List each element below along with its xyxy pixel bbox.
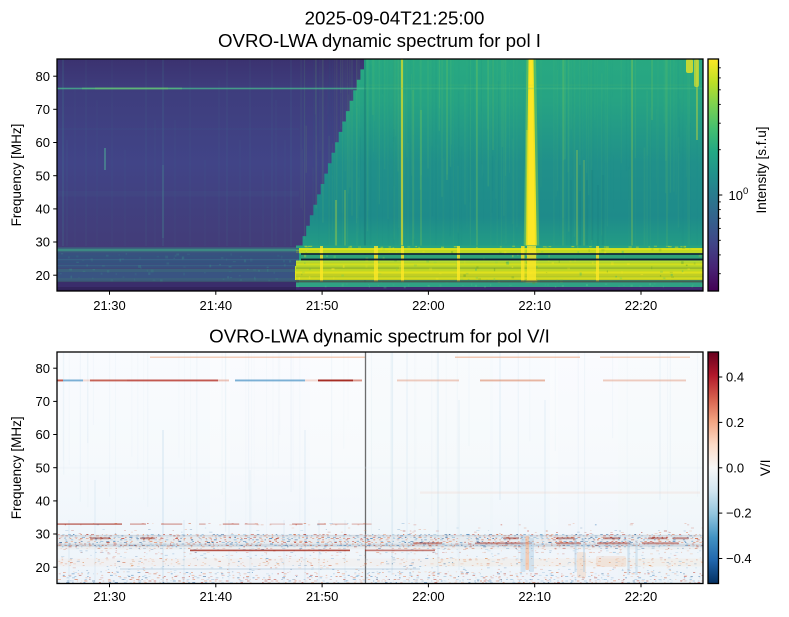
svg-text:60: 60 <box>36 427 50 442</box>
svg-text:21:40: 21:40 <box>200 298 233 313</box>
svg-text:30: 30 <box>36 527 50 542</box>
svg-text:0.4: 0.4 <box>726 370 744 385</box>
svg-text:22:10: 22:10 <box>518 589 551 604</box>
svg-text:80: 80 <box>36 361 50 376</box>
svg-text:60: 60 <box>36 135 50 150</box>
svg-text:70: 70 <box>36 394 50 409</box>
svg-text:2025-09-04T21:25:00: 2025-09-04T21:25:00 <box>305 7 485 28</box>
svg-text:50: 50 <box>36 460 50 475</box>
svg-text:30: 30 <box>36 235 50 250</box>
svg-text:22:00: 22:00 <box>412 298 445 313</box>
svg-text:21:40: 21:40 <box>200 589 233 604</box>
svg-text:Frequency [MHz]: Frequency [MHz] <box>9 124 24 227</box>
svg-text:70: 70 <box>36 102 50 117</box>
svg-text:80: 80 <box>36 69 50 84</box>
svg-text:Intensity [s.f.u]: Intensity [s.f.u] <box>754 126 769 213</box>
svg-text:21:30: 21:30 <box>93 298 126 313</box>
svg-text:22:00: 22:00 <box>412 589 445 604</box>
svg-text:−0.2: −0.2 <box>726 506 752 521</box>
svg-text:−0.4: −0.4 <box>726 551 752 566</box>
svg-text:0.2: 0.2 <box>726 415 744 430</box>
svg-text:22:10: 22:10 <box>518 298 551 313</box>
svg-text:OVRO-LWA dynamic spectrum for: OVRO-LWA dynamic spectrum for pol I <box>218 30 541 51</box>
svg-text:22:20: 22:20 <box>625 298 658 313</box>
svg-text:22:20: 22:20 <box>625 589 658 604</box>
svg-text:Frequency [MHz]: Frequency [MHz] <box>9 416 24 519</box>
svg-text:0.0: 0.0 <box>726 460 744 475</box>
svg-text:40: 40 <box>36 202 50 217</box>
svg-text:20: 20 <box>36 268 50 283</box>
svg-text:21:30: 21:30 <box>93 589 126 604</box>
svg-text:100: 100 <box>729 186 749 203</box>
svg-text:50: 50 <box>36 168 50 183</box>
svg-text:OVRO-LWA dynamic spectrum for: OVRO-LWA dynamic spectrum for pol V/I <box>209 326 550 347</box>
svg-text:40: 40 <box>36 494 50 509</box>
svg-text:21:50: 21:50 <box>306 589 339 604</box>
svg-text:21:50: 21:50 <box>306 298 339 313</box>
svg-text:V/I: V/I <box>758 460 773 477</box>
svg-text:20: 20 <box>36 560 50 575</box>
